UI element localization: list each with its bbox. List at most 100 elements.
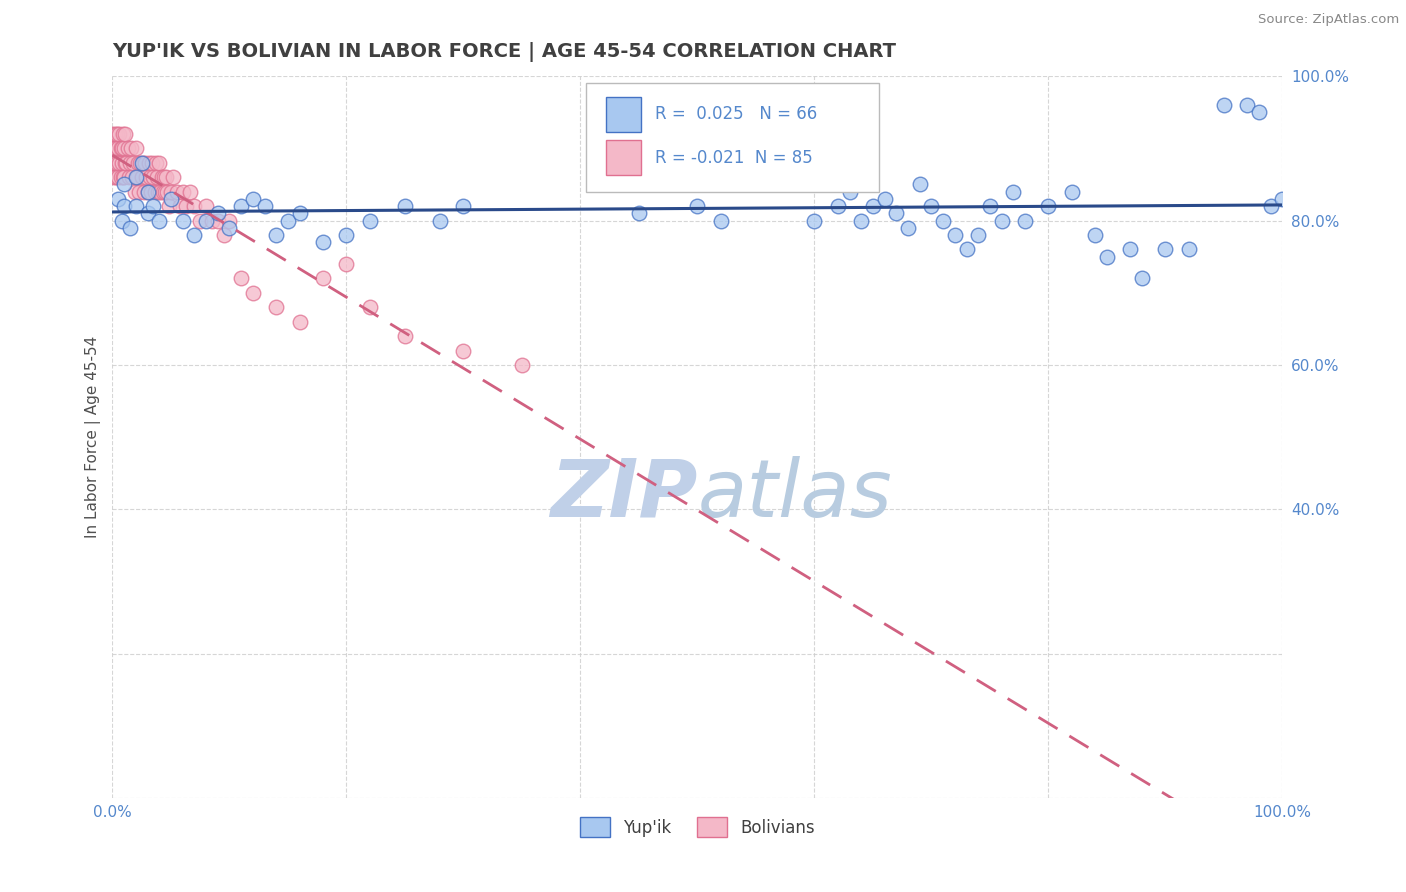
Point <box>150 170 173 185</box>
Point <box>110 141 132 155</box>
Point <box>195 213 218 227</box>
Text: YUP'IK VS BOLIVIAN IN LABOR FORCE | AGE 45-54 CORRELATION CHART: YUP'IK VS BOLIVIAN IN LABOR FORCE | AGE … <box>112 42 897 62</box>
Bar <box>606 97 641 132</box>
Point <box>1038 199 1060 213</box>
Point <box>125 141 148 155</box>
Point <box>943 227 966 242</box>
Point <box>160 192 183 206</box>
Point <box>242 285 264 300</box>
Point <box>253 199 276 213</box>
Point <box>136 185 159 199</box>
Point <box>118 170 141 185</box>
Point <box>955 243 977 257</box>
Point <box>1002 185 1025 199</box>
Point <box>118 220 141 235</box>
Point <box>125 170 148 185</box>
Point <box>990 213 1012 227</box>
Point <box>155 170 177 185</box>
Text: Source: ZipAtlas.com: Source: ZipAtlas.com <box>1258 13 1399 27</box>
Point <box>143 185 166 199</box>
Point <box>132 185 155 199</box>
Point <box>111 127 134 141</box>
Point <box>115 156 138 170</box>
Point <box>1060 185 1083 199</box>
Point <box>862 199 884 213</box>
Point <box>1260 199 1282 213</box>
Point <box>107 192 129 206</box>
Point <box>510 358 533 372</box>
Point <box>429 213 451 227</box>
Point <box>162 170 184 185</box>
Point <box>229 199 252 213</box>
Point <box>149 185 172 199</box>
Point <box>172 185 194 199</box>
Point <box>686 199 709 213</box>
Point <box>145 156 167 170</box>
Point <box>120 141 142 155</box>
Point <box>138 156 160 170</box>
Point <box>129 156 152 170</box>
Point <box>908 178 931 192</box>
Point <box>1249 105 1271 120</box>
Point <box>142 170 165 185</box>
Point <box>148 156 170 170</box>
Point <box>264 227 287 242</box>
Point <box>218 220 240 235</box>
Point <box>112 199 135 213</box>
Point <box>139 170 162 185</box>
Point <box>153 185 176 199</box>
Point <box>172 213 194 227</box>
Point <box>103 141 125 155</box>
Point <box>212 227 235 242</box>
Point <box>1119 243 1142 257</box>
Point <box>107 141 129 155</box>
Point <box>141 156 163 170</box>
Point <box>153 170 176 185</box>
Point <box>886 206 908 220</box>
Point <box>1154 243 1177 257</box>
Point <box>160 185 183 199</box>
Text: R = -0.021  N = 85: R = -0.021 N = 85 <box>655 149 813 167</box>
Point <box>136 185 159 199</box>
FancyBboxPatch shape <box>586 84 879 192</box>
Point <box>827 199 849 213</box>
Point <box>453 199 475 213</box>
Point <box>107 170 129 185</box>
Point <box>201 213 224 227</box>
Point <box>1178 243 1201 257</box>
Point <box>179 185 201 199</box>
Point <box>288 206 311 220</box>
Legend: Yup'ik, Bolivians: Yup'ik, Bolivians <box>574 810 821 844</box>
Point <box>1271 192 1294 206</box>
Point <box>125 199 148 213</box>
Point <box>242 192 264 206</box>
Point <box>229 271 252 285</box>
Point <box>112 141 135 155</box>
Point <box>105 156 128 170</box>
Point <box>359 213 381 227</box>
Y-axis label: In Labor Force | Age 45-54: In Labor Force | Age 45-54 <box>86 336 101 538</box>
Text: R =  0.025   N = 66: R = 0.025 N = 66 <box>655 105 817 123</box>
Text: atlas: atlas <box>697 456 893 534</box>
Point <box>768 127 790 141</box>
Point <box>1084 227 1107 242</box>
Point <box>118 156 141 170</box>
Point <box>124 185 146 199</box>
Point <box>110 170 132 185</box>
Point <box>335 257 357 271</box>
Point <box>146 185 169 199</box>
Point <box>394 329 416 343</box>
Point <box>148 213 170 227</box>
Point <box>897 220 920 235</box>
Point <box>131 156 153 170</box>
Point <box>838 185 860 199</box>
Point <box>142 199 165 213</box>
Point <box>745 156 768 170</box>
Point <box>394 199 416 213</box>
Point <box>152 185 174 199</box>
Point <box>108 156 131 170</box>
Point <box>134 156 156 170</box>
Point <box>873 192 896 206</box>
Point <box>288 315 311 329</box>
Point <box>128 185 150 199</box>
